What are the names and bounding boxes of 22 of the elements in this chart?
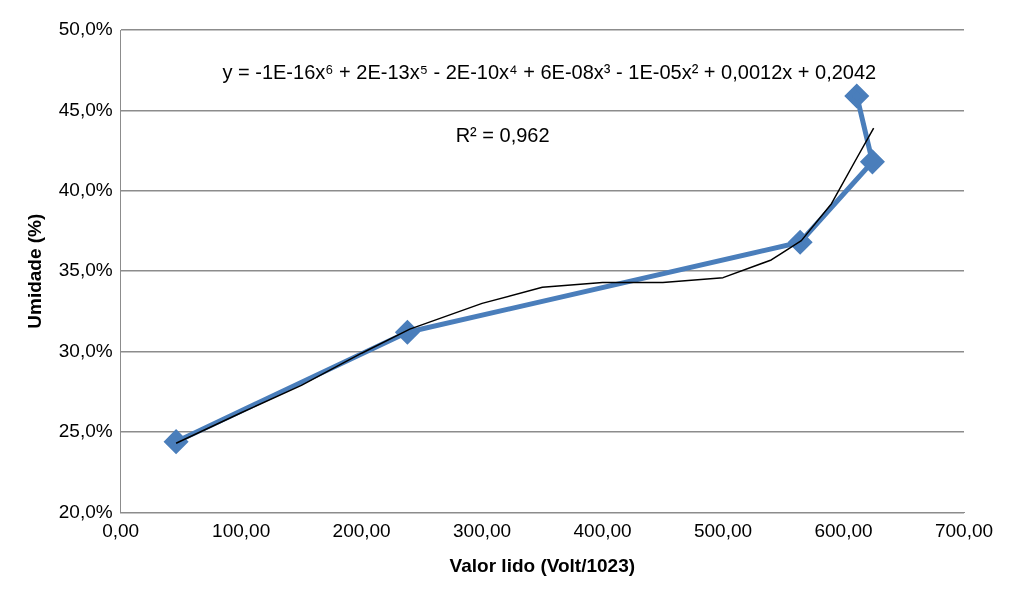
point	[860, 150, 884, 174]
y-tick-label: 50,0%	[58, 18, 113, 40]
point	[164, 430, 188, 454]
y-tick-label: 35,0%	[58, 259, 113, 281]
x-tick-label: 400,00	[573, 520, 632, 542]
point	[845, 84, 869, 108]
annotation: y = -1E-16x⁶ + 2E-13x⁵ - 2E-10x⁴ + 6E-08x³ - 1E-05x² + 0,0012x + 0,2042	[222, 60, 877, 83]
y-tick-label: 20,0%	[58, 500, 113, 522]
x-tick-label: 500,00	[693, 520, 753, 542]
x-tick-label: 700,00	[934, 520, 994, 542]
x-tick-label: 100,00	[212, 520, 271, 542]
x-tick-label: 300,00	[453, 520, 512, 542]
annotation: R² = 0,962	[455, 123, 550, 146]
x-tick-label: 0,00	[102, 520, 140, 542]
y-tick-label: 40,0%	[58, 179, 113, 201]
y-axis-title: Umidade (%)	[23, 213, 45, 329]
x-tick-label: 600,00	[814, 520, 873, 542]
x-axis-title: Valor lido (Volt/1023)	[449, 554, 636, 576]
y-tick-label: 30,0%	[58, 339, 113, 361]
y-tick-label: 45,0%	[58, 98, 113, 120]
y-tick-label: 25,0%	[58, 420, 113, 442]
x-tick-label: 200,00	[332, 520, 391, 542]
